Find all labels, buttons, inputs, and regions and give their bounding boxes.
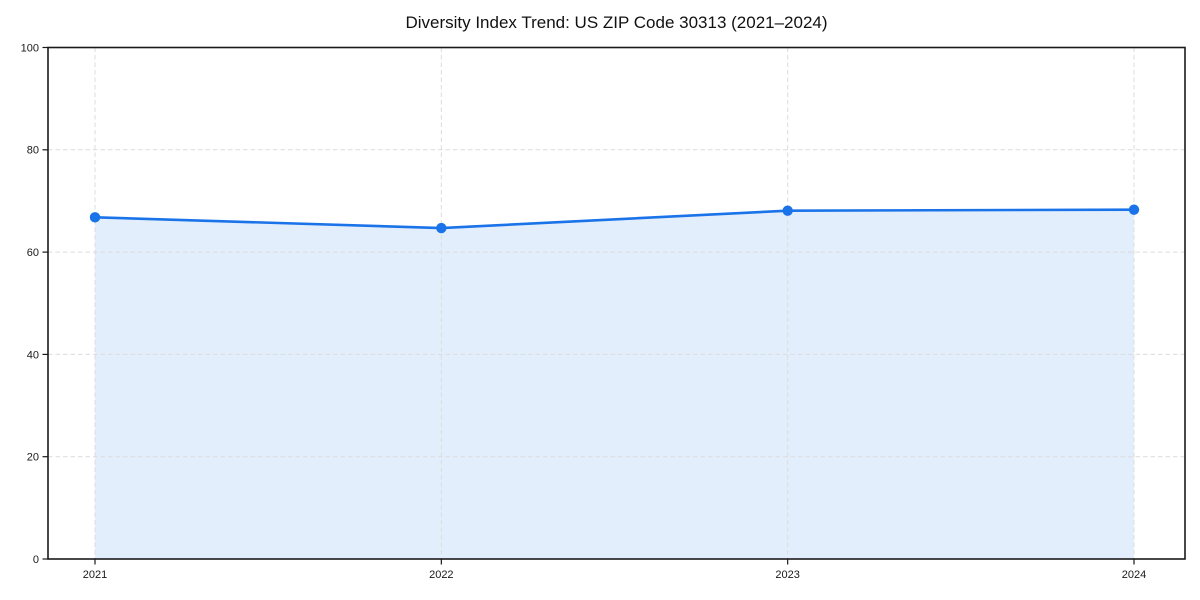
x-tick-label: 2022 bbox=[429, 569, 453, 581]
data-point-marker bbox=[782, 205, 793, 216]
area-fill bbox=[95, 209, 1134, 559]
y-tick-label: 20 bbox=[27, 452, 39, 464]
data-point-marker bbox=[436, 222, 447, 234]
y-tick-label: 100 bbox=[21, 42, 39, 54]
y-tick-label: 60 bbox=[27, 247, 39, 259]
trend-line bbox=[93, 208, 1136, 230]
chart-title: Diversity Index Trend: US ZIP Code 30313… bbox=[405, 13, 828, 32]
x-tick-label: 2023 bbox=[775, 569, 799, 581]
plot-border bbox=[47, 46, 1186, 560]
x-tick-label: 2024 bbox=[1122, 569, 1146, 581]
y-tick-label: 0 bbox=[33, 554, 39, 566]
x-tick-label: 2021 bbox=[83, 569, 107, 581]
y-tick-label: 40 bbox=[27, 349, 39, 361]
y-tick-label: 80 bbox=[27, 145, 39, 157]
data-point-marker bbox=[89, 212, 101, 223]
data-point-marker bbox=[1128, 204, 1140, 215]
